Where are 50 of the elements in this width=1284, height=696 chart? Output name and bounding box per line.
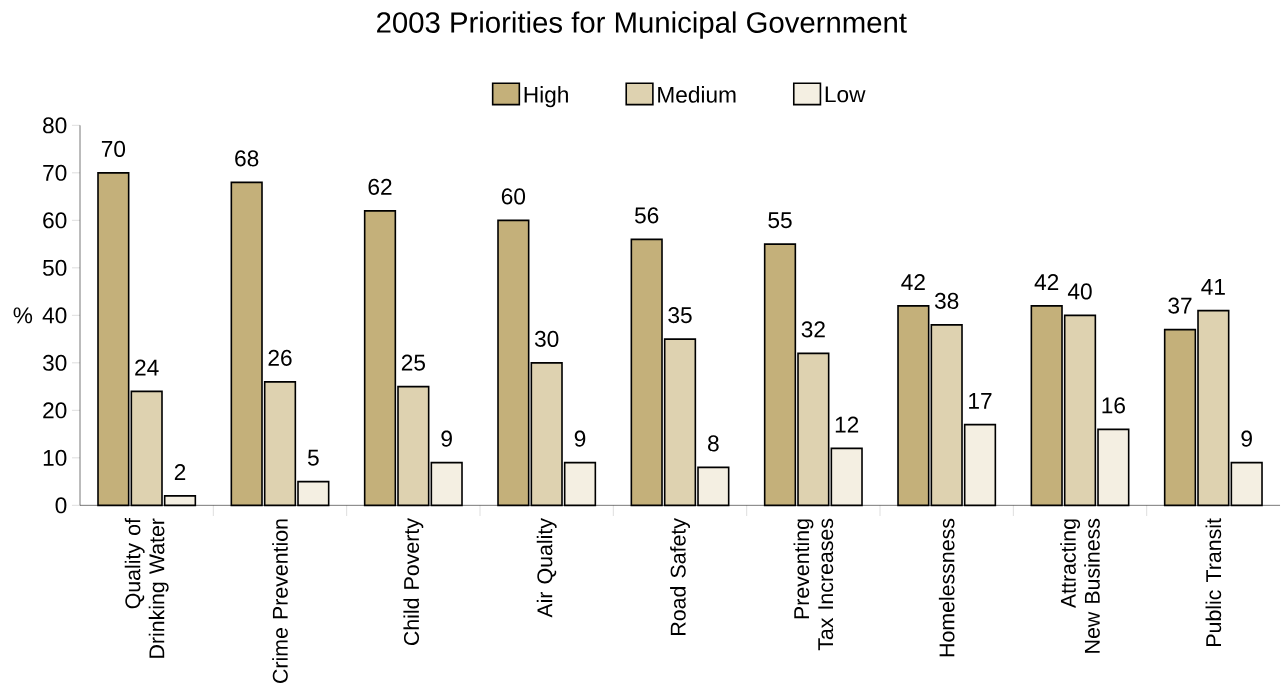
y-tick-label: 40 (42, 307, 67, 324)
y-tick-label: 20 (43, 402, 67, 419)
data-label: 55 (768, 212, 792, 229)
legend-label: High (524, 86, 568, 108)
data-label: 35 (668, 307, 692, 324)
data-label: 32 (801, 321, 825, 338)
data-label: 41 (1201, 279, 1225, 295)
y-tick-label: 80 (43, 117, 67, 134)
data-label: 56 (634, 207, 659, 224)
x-tick-label: Quality of Drinking Water (124, 518, 169, 658)
data-label: 37 (1168, 297, 1192, 314)
x-tick-label: Preventing Tax Increases (793, 518, 834, 651)
data-label: 9 (441, 430, 452, 447)
data-label: 38 (934, 292, 959, 309)
data-label: 17 (969, 393, 992, 409)
data-label: 62 (368, 178, 392, 195)
data-label: 9 (1241, 430, 1252, 447)
y-tick-label: 60 (43, 212, 67, 229)
x-tick-label: Public Transit (1205, 518, 1222, 646)
data-label: 42 (1034, 274, 1059, 290)
data-label: 42 (901, 274, 925, 290)
legend-label: Low (825, 86, 866, 103)
data-label: 8 (708, 435, 719, 452)
data-label: 68 (235, 150, 259, 167)
data-label: 16 (1102, 397, 1125, 414)
legend-label: Medium (658, 86, 736, 103)
data-label: 25 (401, 354, 425, 371)
x-tick-label: Attracting New Business (1060, 518, 1100, 653)
data-label: 30 (534, 330, 559, 347)
y-tick-label: 50 (42, 259, 67, 276)
x-tick-label: Child Poverty (403, 518, 424, 646)
chart-title: 2003 Priorities for Municipal Government (377, 11, 907, 39)
y-tick-label: 70 (43, 164, 67, 181)
y-tick-label: 10 (43, 449, 67, 466)
data-label: 12 (835, 416, 859, 433)
data-label: 2 (174, 464, 186, 480)
data-label: 9 (574, 430, 586, 447)
data-label: 26 (268, 349, 292, 366)
y-tick-label: 30 (42, 354, 67, 371)
x-tick-label: Crime Prevention (272, 519, 288, 683)
y-tick-label: 0 (55, 497, 67, 514)
x-tick-label: Air Quality (536, 518, 557, 618)
data-label: 5 (307, 449, 319, 466)
data-label: 40 (1067, 283, 1092, 300)
y-axis-title: % (13, 307, 33, 324)
data-label: 60 (501, 188, 526, 205)
data-label: 70 (101, 140, 126, 157)
x-tick-label: Homelessness (938, 518, 955, 657)
x-tick-label: Road Safety (670, 518, 690, 635)
data-label: 24 (135, 359, 159, 376)
